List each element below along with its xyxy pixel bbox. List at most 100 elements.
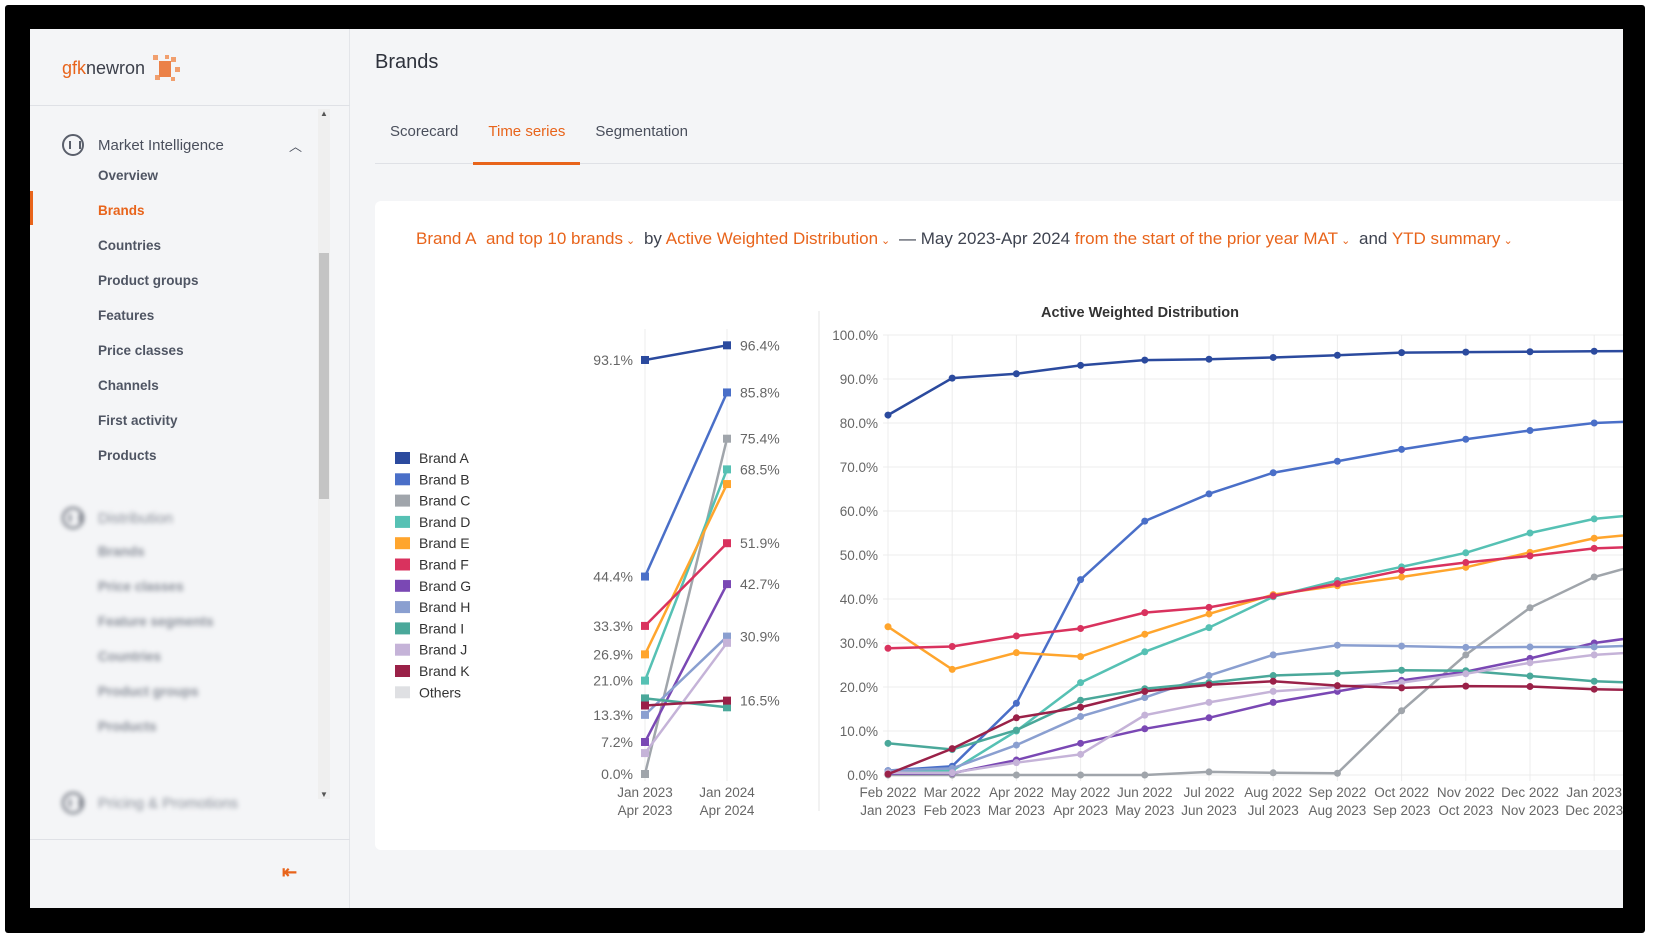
x-tick-label: Dec 2022: [1501, 785, 1559, 800]
metric-dropdown[interactable]: Active Weighted Distribution ⌄: [666, 229, 895, 248]
data-point: [1526, 683, 1534, 691]
slope-data-label: 30.9%: [740, 629, 780, 645]
data-point: [1077, 624, 1085, 632]
scrollbar-thumb[interactable]: [319, 253, 329, 499]
slope-data-label: 21.0%: [593, 673, 633, 689]
slope-line-brand-g: [643, 583, 729, 743]
data-point: [1141, 630, 1149, 638]
slope-data-label: 42.7%: [740, 576, 780, 592]
y-tick-label: 90.0%: [840, 372, 878, 387]
slope-point: [723, 480, 731, 489]
legend-swatch: [395, 537, 410, 550]
data-point: [1526, 604, 1534, 612]
legend-swatch: [395, 558, 410, 571]
slope-point: [723, 632, 731, 641]
y-tick-label: 30.0%: [840, 636, 878, 651]
slope-x-tick-label: Apr 2024: [700, 803, 755, 818]
nav-section-distribution[interactable]: Distribution: [62, 507, 302, 529]
comparison-dropdown[interactable]: from the start of the prior year MAT ⌄: [1075, 229, 1355, 248]
sidebar-item-overview[interactable]: Overview: [98, 168, 159, 183]
sidebar-item-products[interactable]: Products: [98, 448, 157, 463]
line-brand-a: [887, 349, 1623, 417]
data-point: [1205, 681, 1213, 689]
legend-label: Brand B: [419, 471, 470, 487]
data-point: [1333, 351, 1341, 359]
slope-point: [641, 749, 649, 758]
sidebar-item-dist-product-groups[interactable]: Product groups: [98, 684, 199, 699]
chevron-down-icon: ⌄: [626, 235, 636, 247]
data-point: [1590, 651, 1598, 659]
legend-label: Brand F: [419, 557, 469, 573]
legend-swatch: [395, 643, 410, 656]
x-tick-label: Jun 2022: [1117, 785, 1173, 800]
data-point: [1526, 529, 1534, 537]
tab-time-series[interactable]: Time series: [473, 117, 581, 165]
legend-swatch: [395, 601, 410, 614]
data-point: [1590, 677, 1598, 685]
chart-card: Brand A and top 10 brands ⌄ by Active Wei…: [375, 201, 1623, 850]
collapse-left-icon[interactable]: ⇤: [282, 862, 298, 882]
data-point: [1398, 566, 1406, 574]
brand-selector[interactable]: Brand A: [416, 229, 477, 248]
scroll-up-icon[interactable]: ▲: [320, 109, 328, 118]
data-point: [1141, 648, 1149, 656]
legend-label: Brand D: [419, 514, 470, 530]
slope-point: [641, 355, 649, 364]
data-point: [1205, 624, 1213, 632]
data-point: [1590, 685, 1598, 693]
data-point: [1205, 714, 1213, 722]
sidebar-item-price-classes[interactable]: Price classes: [98, 343, 184, 358]
sidebar-item-dist-countries[interactable]: Countries: [98, 649, 162, 664]
scroll-down-icon[interactable]: ▼: [320, 790, 328, 799]
y-tick-label: 100.0%: [832, 328, 878, 343]
sidebar-item-channels[interactable]: Channels: [98, 378, 159, 393]
data-point: [1205, 610, 1213, 618]
sidebar-item-dist-feature-segments[interactable]: Feature segments: [98, 614, 214, 629]
legend-label: Brand C: [419, 493, 470, 509]
pricing-icon: [62, 792, 84, 814]
scope-dropdown[interactable]: and top 10 brands ⌄: [486, 229, 639, 248]
data-point: [1398, 707, 1406, 715]
x-tick-label: Oct 2023: [1438, 803, 1493, 818]
data-point: [884, 739, 892, 747]
x-tick-label: Apr 2022: [989, 785, 1044, 800]
active-indicator: [30, 191, 33, 225]
sidebar-item-first-activity[interactable]: First activity: [98, 413, 178, 428]
sidebar-item-brands[interactable]: Brands: [98, 203, 145, 218]
sidebar-item-dist-brands[interactable]: Brands: [98, 544, 145, 559]
sidebar-scrollbar[interactable]: ▲ ▼: [318, 109, 330, 799]
slope-data-label: 96.4%: [740, 337, 780, 353]
nav-section-market-intelligence[interactable]: Market Intelligence ︿: [62, 134, 302, 156]
tab-scorecard[interactable]: Scorecard: [390, 123, 459, 140]
y-tick-label: 0.0%: [847, 768, 878, 783]
tab-segmentation[interactable]: Segmentation: [595, 123, 688, 140]
data-point: [1077, 703, 1085, 711]
chevron-up-icon[interactable]: ︿: [288, 138, 302, 154]
sidebar-item-dist-price-classes[interactable]: Price classes: [98, 579, 184, 594]
legend-swatch: [395, 686, 410, 699]
data-point: [1077, 771, 1085, 779]
slope-point: [723, 696, 731, 705]
legend-swatch: [395, 515, 410, 528]
slope-point: [641, 701, 649, 710]
data-point: [1333, 669, 1341, 677]
legend-swatch: [395, 452, 410, 464]
legend-swatch: [395, 473, 410, 486]
sidebar-item-features[interactable]: Features: [98, 308, 155, 323]
summary-dropdown[interactable]: YTD summary ⌄: [1392, 229, 1517, 248]
legend-swatch: [395, 494, 410, 507]
sidebar-item-dist-products[interactable]: Products: [98, 719, 157, 734]
y-tick-label: 20.0%: [840, 680, 878, 695]
data-point: [1462, 670, 1470, 678]
sidebar-divider: [30, 105, 350, 106]
data-point: [1141, 725, 1149, 733]
data-point: [1462, 435, 1470, 443]
sidebar-item-countries[interactable]: Countries: [98, 238, 162, 253]
legend-label: Brand A: [419, 450, 469, 466]
section-label: Distribution: [98, 509, 174, 527]
slope-point: [641, 621, 649, 630]
sidebar-item-product-groups[interactable]: Product groups: [98, 273, 199, 288]
data-point: [1526, 643, 1534, 651]
nav-section-pricing-promotions[interactable]: Pricing & Promotions: [62, 792, 302, 814]
slope-point: [723, 580, 731, 589]
